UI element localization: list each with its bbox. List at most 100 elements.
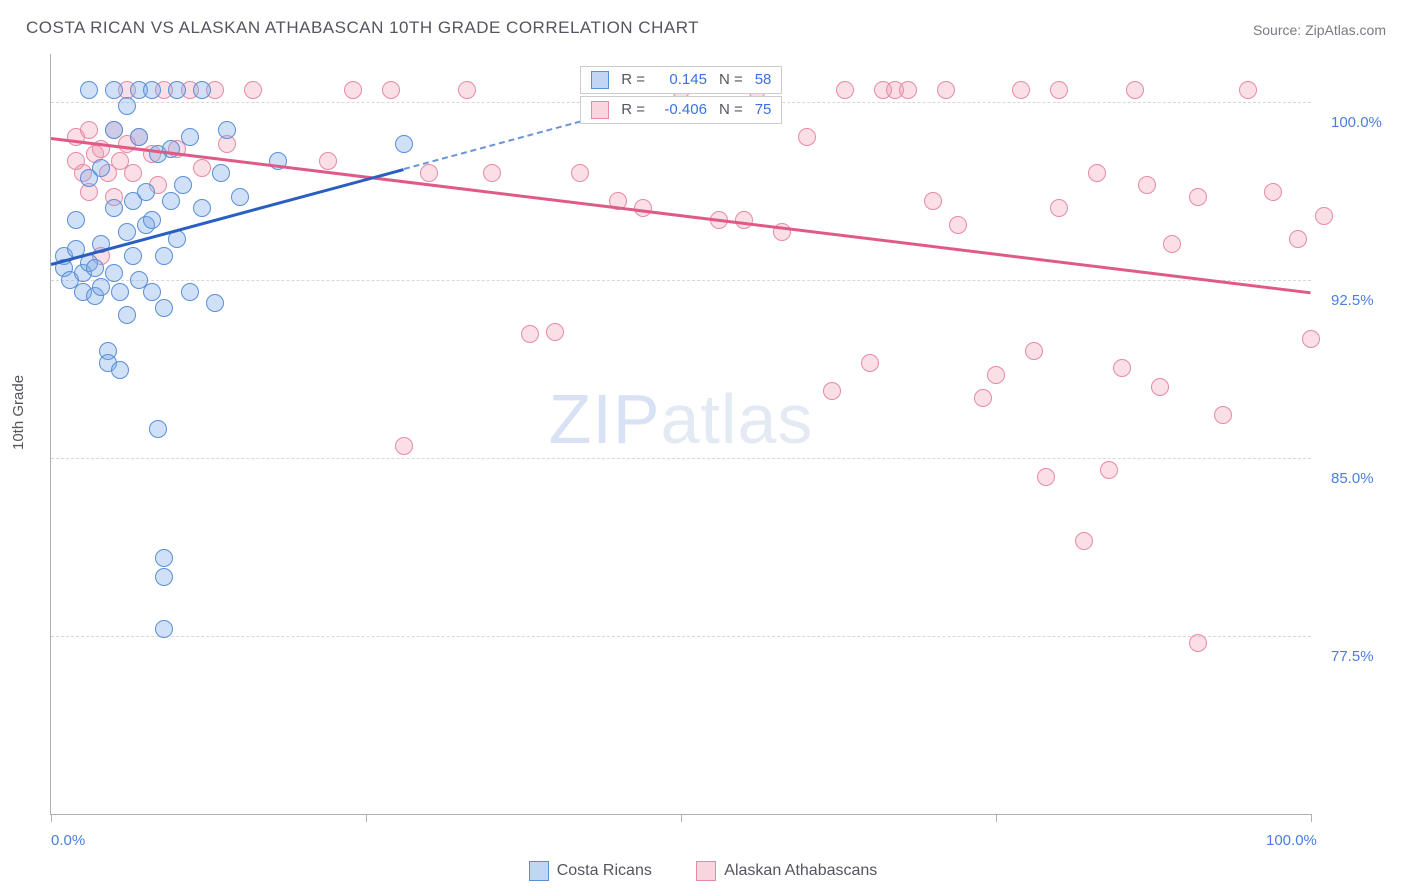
data-point — [1075, 532, 1093, 550]
x-tick — [1311, 814, 1312, 822]
legend-label-a: Costa Ricans — [557, 862, 652, 880]
data-point — [1050, 199, 1068, 217]
data-point — [181, 283, 199, 301]
data-point — [1050, 81, 1068, 99]
data-point — [382, 81, 400, 99]
data-point — [823, 382, 841, 400]
data-point — [521, 325, 539, 343]
x-tick — [51, 814, 52, 822]
data-point — [193, 199, 211, 217]
data-point — [149, 420, 167, 438]
n-value: 75 — [755, 101, 772, 118]
source-site: ZipAtlas.com — [1305, 22, 1386, 38]
data-point — [105, 81, 123, 99]
y-tick-label: 100.0% — [1331, 114, 1382, 131]
data-point — [244, 81, 262, 99]
data-point — [67, 211, 85, 229]
data-point — [1264, 183, 1282, 201]
data-point — [124, 247, 142, 265]
n-label: N = — [719, 71, 743, 88]
source-attribution: Source: ZipAtlas.com — [1253, 22, 1386, 38]
watermark: ZIPatlas — [549, 379, 814, 459]
legend: Costa Ricans Alaskan Athabascans — [0, 861, 1406, 886]
gridline — [51, 636, 1311, 637]
data-point — [420, 164, 438, 182]
x-tick-label: 100.0% — [1266, 832, 1317, 849]
data-point — [193, 159, 211, 177]
data-point — [1037, 468, 1055, 486]
data-point — [344, 81, 362, 99]
data-point — [395, 437, 413, 455]
data-point — [1163, 235, 1181, 253]
gridline — [51, 280, 1311, 281]
data-point — [861, 354, 879, 372]
data-point — [1113, 359, 1131, 377]
data-point — [1239, 81, 1257, 99]
watermark-zip: ZIP — [549, 380, 661, 458]
data-point — [86, 259, 104, 277]
gridline — [51, 458, 1311, 459]
data-point — [1189, 634, 1207, 652]
correlation-stat-box: R =-0.406N =75 — [580, 96, 782, 124]
data-point — [92, 159, 110, 177]
data-point — [1025, 342, 1043, 360]
data-point — [231, 188, 249, 206]
data-point — [974, 389, 992, 407]
data-point — [130, 128, 148, 146]
data-point — [155, 247, 173, 265]
y-tick-label: 92.5% — [1331, 292, 1374, 309]
trend-line — [51, 137, 1311, 294]
data-point — [798, 128, 816, 146]
legend-swatch-a — [529, 861, 549, 881]
data-point — [218, 121, 236, 139]
data-point — [949, 216, 967, 234]
chart-title: COSTA RICAN VS ALASKAN ATHABASCAN 10TH G… — [26, 18, 699, 38]
data-point — [155, 299, 173, 317]
data-point — [155, 549, 173, 567]
data-point — [1088, 164, 1106, 182]
data-point — [937, 81, 955, 99]
data-point — [395, 135, 413, 153]
trend-line — [404, 121, 581, 170]
data-point — [319, 152, 337, 170]
data-point — [118, 97, 136, 115]
watermark-atlas: atlas — [661, 380, 814, 458]
data-point — [143, 211, 161, 229]
data-point — [458, 81, 476, 99]
stat-swatch — [591, 71, 609, 89]
x-tick-label: 0.0% — [51, 832, 85, 849]
y-axis-label: 10th Grade — [10, 375, 27, 450]
x-tick — [996, 814, 997, 822]
data-point — [1151, 378, 1169, 396]
data-point — [155, 620, 173, 638]
data-point — [836, 81, 854, 99]
source-label: Source: — [1253, 22, 1305, 38]
y-tick-label: 77.5% — [1331, 648, 1374, 665]
data-point — [1315, 207, 1333, 225]
n-value: 58 — [755, 71, 772, 88]
data-point — [105, 199, 123, 217]
data-point — [111, 283, 129, 301]
data-point — [118, 306, 136, 324]
trend-line — [51, 168, 404, 265]
data-point — [105, 121, 123, 139]
data-point — [162, 192, 180, 210]
data-point — [137, 183, 155, 201]
data-point — [174, 176, 192, 194]
data-point — [924, 192, 942, 210]
data-point — [143, 81, 161, 99]
data-point — [105, 264, 123, 282]
data-point — [143, 283, 161, 301]
r-label: R = — [621, 101, 645, 118]
data-point — [1289, 230, 1307, 248]
correlation-stat-box: R =0.145N =58 — [580, 66, 782, 94]
r-value: -0.406 — [657, 101, 707, 118]
x-tick — [681, 814, 682, 822]
r-label: R = — [621, 71, 645, 88]
data-point — [899, 81, 917, 99]
data-point — [92, 278, 110, 296]
data-point — [80, 121, 98, 139]
data-point — [1126, 81, 1144, 99]
data-point — [1012, 81, 1030, 99]
data-point — [168, 81, 186, 99]
